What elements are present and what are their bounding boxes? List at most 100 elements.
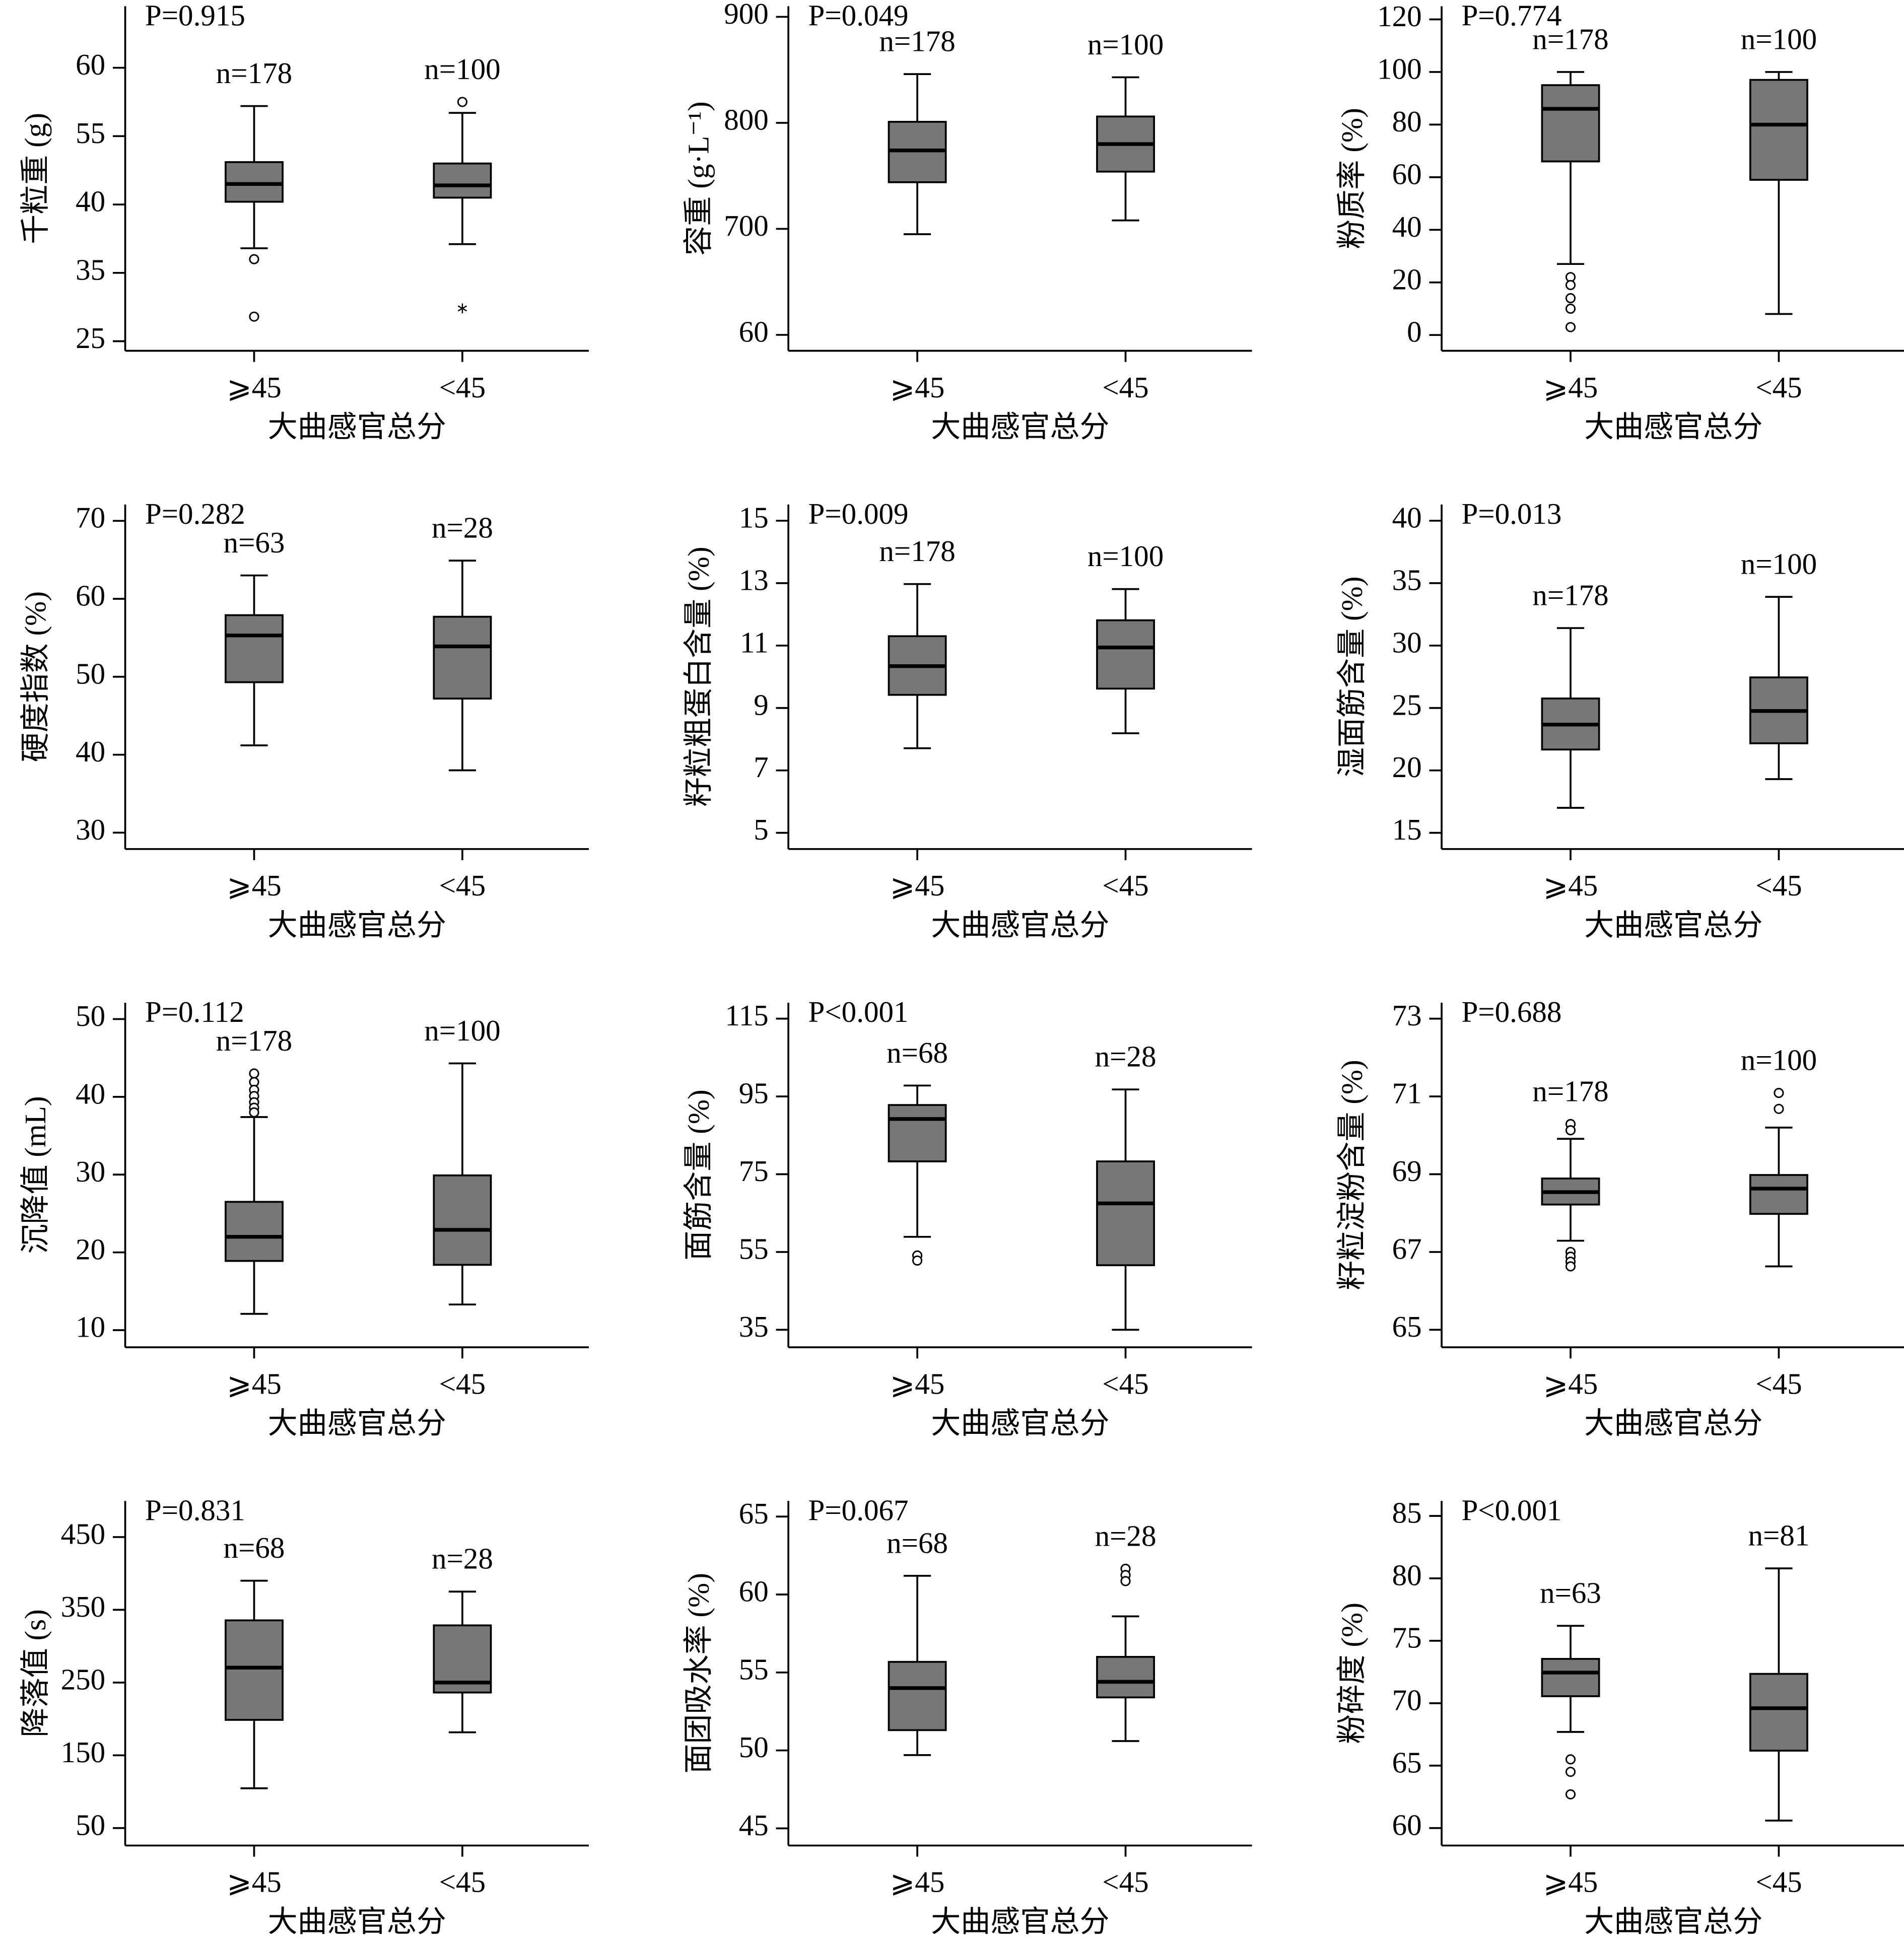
y-tick-label: 35 (1392, 563, 1422, 596)
y-axis-label: 硬度指数 (%) (19, 591, 52, 762)
outlier (1565, 280, 1576, 291)
box (1096, 619, 1155, 690)
y-tick-label: 20 (1392, 750, 1422, 784)
x-tick-label: ⩾45 (1543, 869, 1598, 902)
x-tick-label: <45 (1755, 1865, 1802, 1899)
x-tick-label: ⩾45 (890, 371, 945, 404)
y-tick-label: 15 (1392, 813, 1422, 846)
y-tick-label: 73 (1392, 999, 1422, 1032)
box (1541, 1657, 1600, 1697)
y-axis-label: 千粒重 (g) (19, 113, 52, 244)
y-tick-label: 65 (739, 1497, 769, 1530)
y-tick-label: 65 (1392, 1746, 1422, 1779)
x-axis-label: 大曲感官总分 (268, 1905, 446, 1938)
y-tick-label: 15 (739, 501, 769, 534)
y-tick-label: 900 (724, 0, 769, 30)
y-tick-label: 95 (739, 1077, 769, 1110)
x-axis-label: 大曲感官总分 (931, 909, 1109, 942)
outlier (249, 311, 259, 322)
annotation: P=0.013 (1461, 497, 1561, 530)
y-tick-label: 40 (1392, 210, 1422, 243)
y-tick-label: 60 (1392, 1808, 1422, 1841)
y-tick-label: 10 (76, 1310, 105, 1344)
n-label: n=28 (432, 511, 493, 544)
y-axis-label: 籽粒粗蛋白含量 (%) (682, 546, 715, 807)
x-axis-label: 大曲感官总分 (931, 1407, 1109, 1440)
annotation: P=0.915 (145, 0, 245, 32)
y-tick-label: 50 (76, 1808, 105, 1841)
outlier (1565, 1789, 1576, 1799)
x-tick-label: ⩾45 (1543, 1865, 1598, 1899)
box (1096, 1656, 1155, 1699)
y-tick-label: 350 (61, 1590, 106, 1623)
annotation: P=0.774 (1461, 0, 1561, 32)
y-tick-label: 69 (1392, 1154, 1422, 1188)
annotation: P=0.067 (808, 1493, 909, 1527)
y-tick-label: 60 (76, 48, 105, 81)
y-tick-label: 60 (1392, 157, 1422, 190)
y-tick-label: 120 (1377, 0, 1422, 33)
outlier (912, 1255, 923, 1266)
y-tick-label: 800 (724, 103, 769, 136)
box (1749, 1174, 1808, 1215)
n-label: n=81 (1748, 1519, 1810, 1552)
outlier (249, 254, 259, 264)
box (225, 1619, 284, 1721)
n-label: n=68 (887, 1526, 948, 1559)
n-label: n=178 (1532, 579, 1608, 612)
y-tick-label: 30 (1392, 626, 1422, 659)
box (225, 161, 284, 203)
box (1541, 84, 1600, 163)
y-tick-label: 700 (724, 209, 769, 242)
x-axis-label: 大曲感官总分 (268, 1407, 446, 1440)
y-tick-label: 71 (1392, 1077, 1422, 1110)
y-axis-label: 降落值 (s) (19, 1609, 52, 1737)
outlier (1565, 322, 1576, 332)
outlier (1565, 1261, 1576, 1272)
y-tick-label: 450 (61, 1517, 106, 1550)
y-tick-label: 75 (1392, 1621, 1422, 1654)
y-tick-label: 115 (725, 999, 768, 1032)
outlier (1565, 303, 1576, 314)
y-tick-label: 50 (739, 1730, 769, 1764)
y-tick-label: 20 (1392, 262, 1422, 296)
n-label: n=100 (1087, 539, 1164, 573)
box (433, 615, 492, 700)
n-label: n=68 (887, 1036, 948, 1069)
x-tick-label: ⩾45 (227, 1865, 282, 1899)
y-tick-label: 11 (740, 626, 769, 659)
x-tick-label: ⩾45 (890, 1367, 945, 1400)
y-tick-label: 40 (76, 735, 105, 768)
box (225, 614, 284, 683)
y-axis-label: 湿面筋含量 (%) (1335, 577, 1368, 778)
outlier (1565, 293, 1576, 304)
y-axis-label: 粉碎度 (%) (1335, 1603, 1368, 1744)
x-tick-label: <45 (1102, 1865, 1148, 1899)
x-axis-label: 大曲感官总分 (931, 1905, 1109, 1938)
x-tick-label: ⩾45 (227, 1367, 282, 1400)
n-label: n=63 (1540, 1576, 1601, 1610)
box (1749, 1673, 1808, 1752)
y-axis-label: 沉降值 (mL) (19, 1096, 52, 1254)
y-tick-label: 80 (1392, 105, 1422, 138)
y-tick-label: 60 (739, 1575, 769, 1608)
annotation: P<0.001 (1461, 1493, 1561, 1527)
annotation: P=0.282 (145, 497, 245, 530)
n-label: n=100 (424, 1014, 500, 1047)
outlier (249, 1068, 259, 1079)
y-tick-label: 55 (739, 1232, 769, 1265)
annotation: P=0.049 (808, 0, 909, 32)
x-tick-label: <45 (1102, 869, 1148, 902)
y-tick-label: 25 (76, 321, 105, 355)
n-label: n=100 (1741, 547, 1817, 581)
y-tick-label: 60 (76, 579, 105, 612)
y-axis-label: 面团吸水率 (%) (682, 1573, 715, 1774)
annotation: P=0.688 (1461, 995, 1561, 1028)
box (1749, 79, 1808, 181)
n-label: n=178 (879, 25, 955, 58)
y-tick-label: 7 (754, 750, 769, 784)
y-tick-label: 67 (1392, 1232, 1422, 1265)
y-tick-label: 0 (1407, 315, 1422, 349)
n-label: n=100 (424, 52, 500, 86)
x-tick-label: <45 (439, 1367, 486, 1400)
